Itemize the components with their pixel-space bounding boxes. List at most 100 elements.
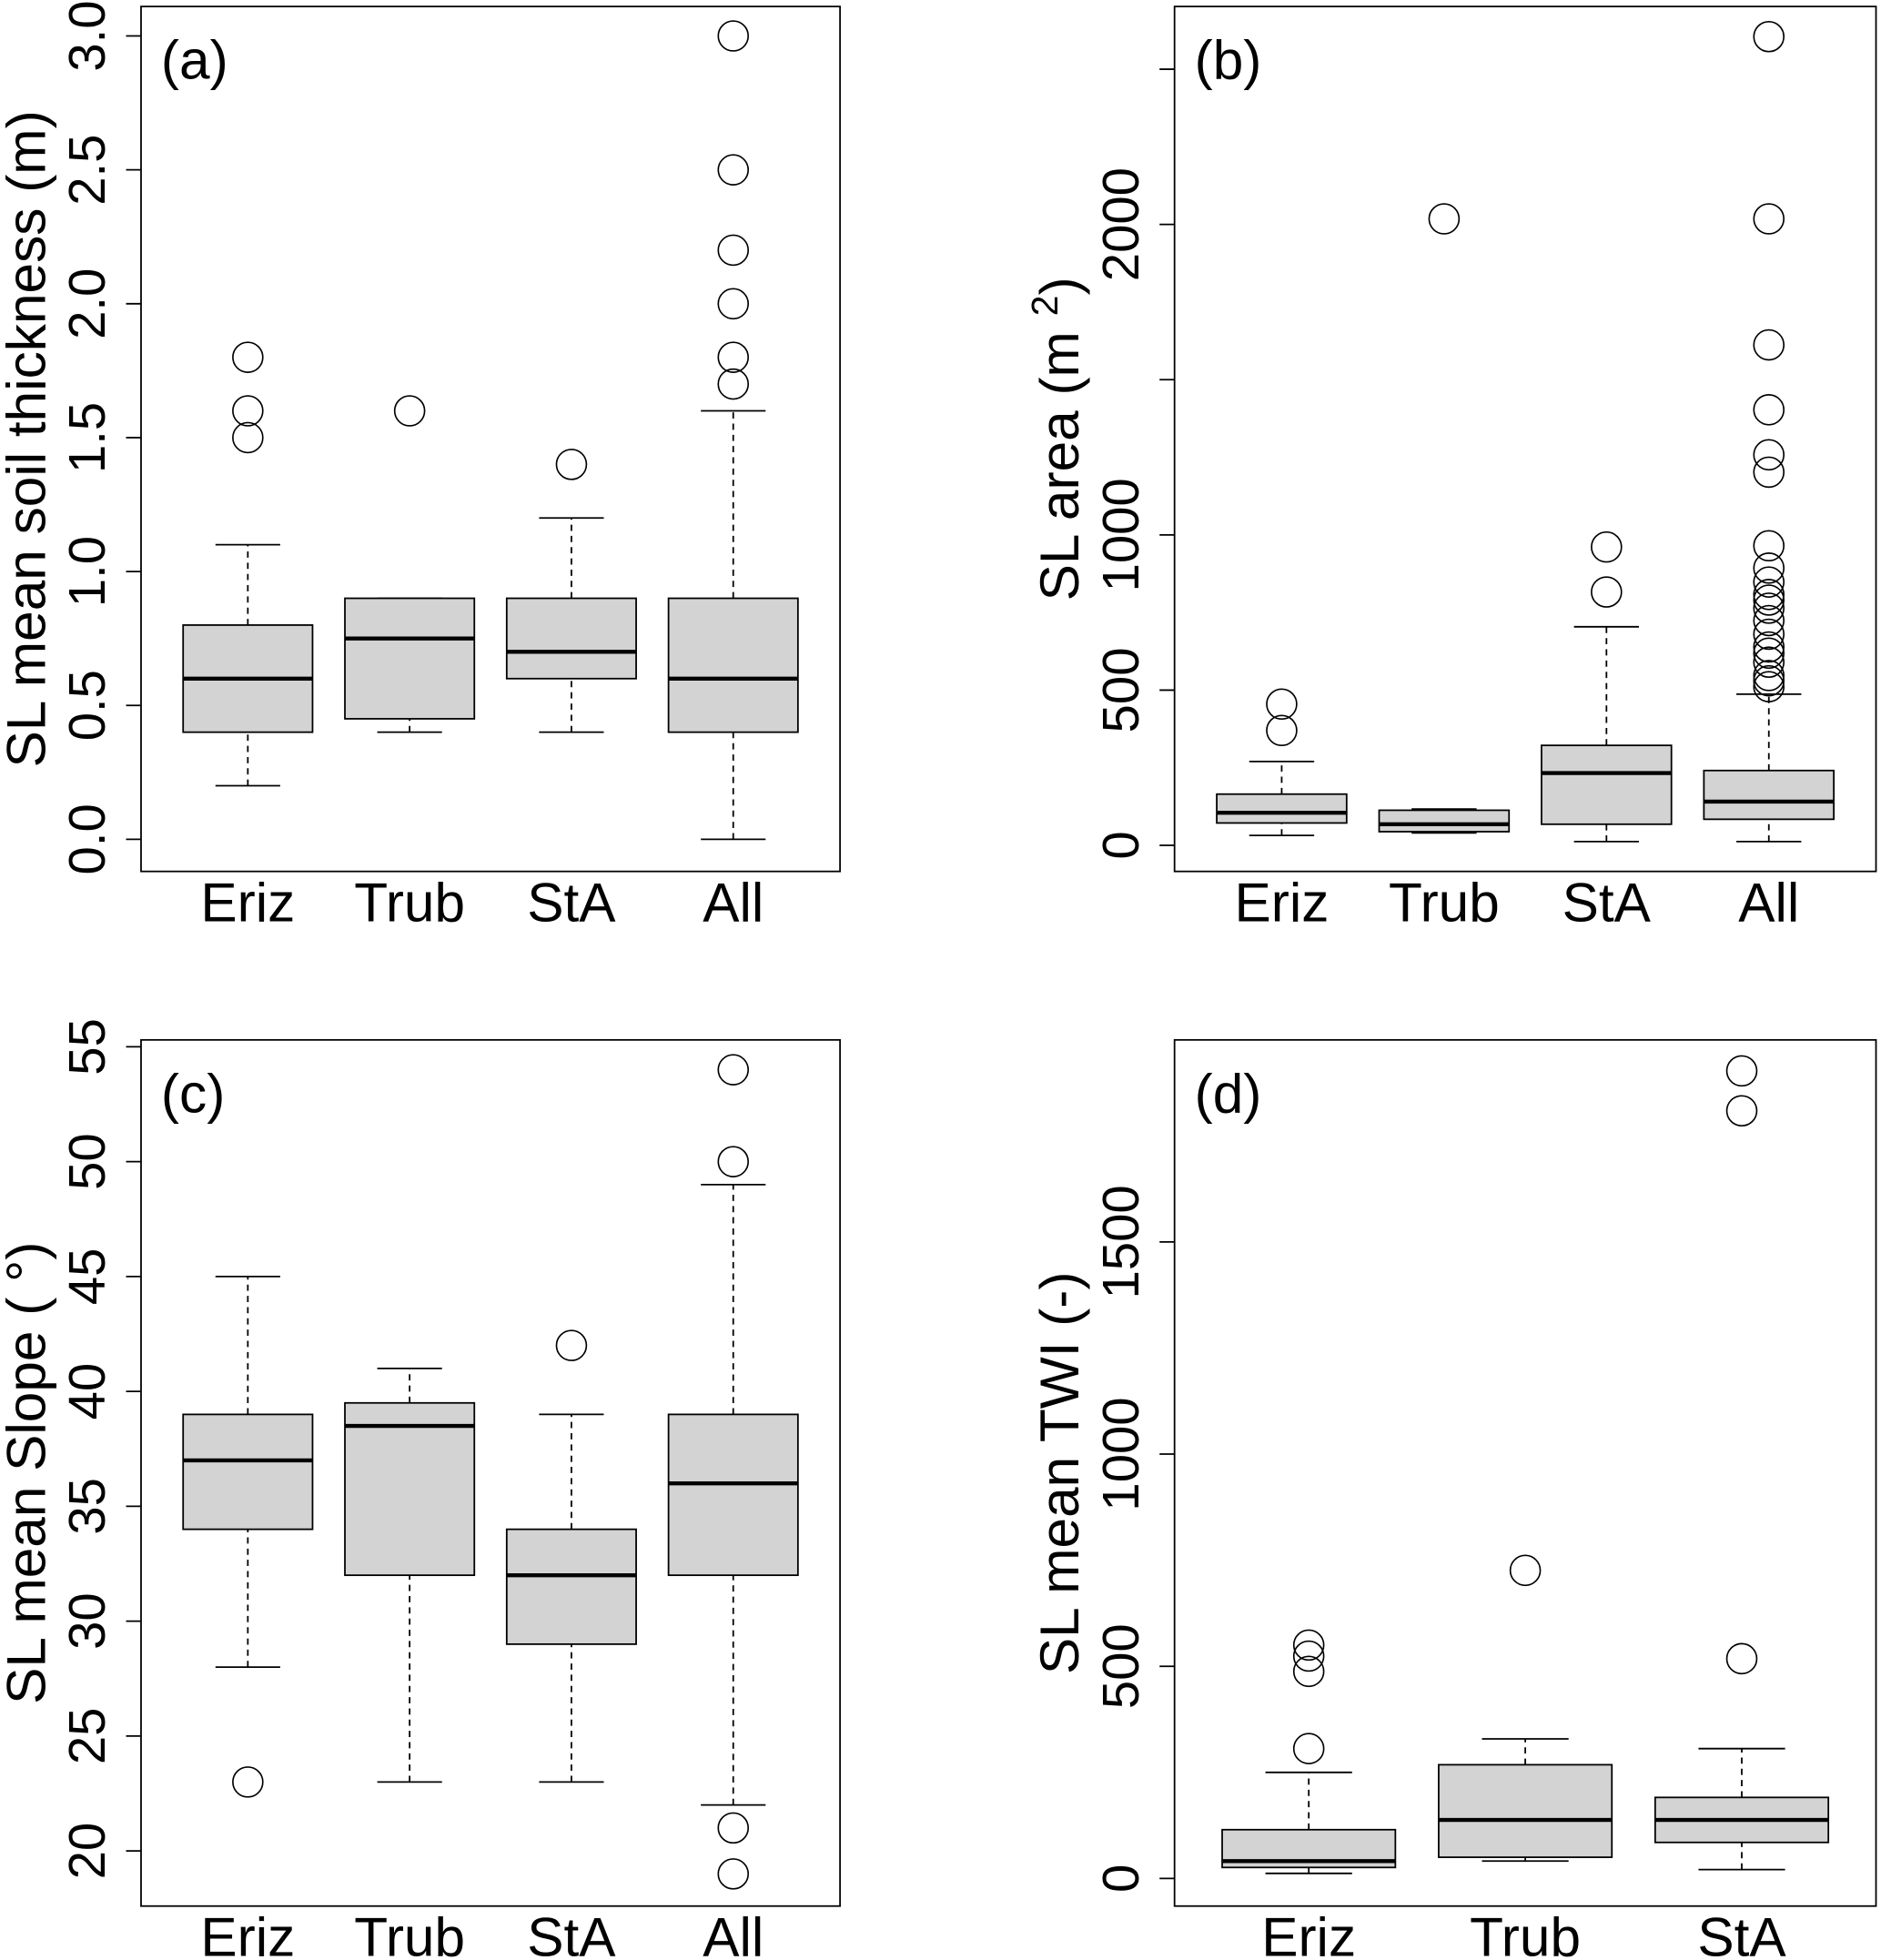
y-tick-label: 0.5 [58,670,116,741]
outlier-point [1753,566,1785,598]
outlier-point [717,1054,750,1086]
y-tick-label: 500 [1092,1623,1149,1709]
y-axis-label-part: SL mean soil thickness (m) [0,110,56,767]
outlier-point [717,20,750,52]
box-sta [505,1329,637,1783]
outlier-point [1753,20,1785,53]
x-category-label: StA [527,1906,616,1960]
y-tick-label: 0 [1092,831,1149,859]
outlier-point [232,341,264,373]
y-tick-label: 55 [58,1018,116,1076]
y-axis-label-part: 2 [1024,296,1066,317]
y-axis-label: SL mean Slope ( °) [0,1242,56,1704]
plot-frame [140,5,841,873]
y-tick-label: 0.0 [58,803,116,874]
outlier-point [1753,203,1785,235]
outlier-point [1753,530,1785,562]
iqr-box [344,1401,476,1577]
outlier-point [717,1858,750,1890]
x-category-label: Eriz [200,1906,295,1960]
x-category-label: Trub [354,1906,465,1960]
y-axis-label-part: SL mean Slope ( °) [0,1242,56,1704]
outlier-point [1725,1055,1758,1087]
outlier-point [1725,1095,1758,1127]
outlier-point [1292,1733,1325,1764]
x-category-label: All [703,1906,764,1960]
plot-frame [1173,1038,1877,1907]
outlier-point [717,1812,750,1844]
outlier-point [1753,671,1785,702]
outlier-point [1292,1629,1325,1662]
outlier-point [1292,1640,1325,1672]
outlier-point [717,234,750,267]
outlier-point [717,288,750,320]
y-tick-label: 0 [1092,1864,1149,1893]
outlier-point [1591,576,1623,608]
iqr-box [505,1528,637,1645]
y-axis-label: SL mean soil thickness (m) [0,110,56,767]
outlier-point [1591,530,1623,563]
x-category-label: Eriz [1261,1906,1356,1960]
y-tick-label: 2.5 [58,135,116,206]
y-tick-label: 1500 [1092,1185,1149,1298]
y-tick-label: 1.5 [58,402,116,473]
y-tick-label: 25 [58,1708,116,1765]
iqr-box [1541,744,1673,825]
outlier-point [232,395,264,427]
box-all [667,20,799,841]
iqr-box [1378,809,1511,833]
y-axis-label-part: SL mean TWI (-) [1028,1271,1090,1674]
panel-label: (b) [1195,29,1262,91]
y-tick-label: 2000 [1092,167,1149,281]
outlier-point [1753,328,1785,361]
box-eriz [1216,688,1348,836]
box-sta [505,449,637,733]
outlier-point [1509,1554,1542,1587]
y-tick-label: 500 [1092,648,1149,733]
outlier-point [1753,637,1785,670]
iqr-box [1216,793,1348,824]
outlier-point [1753,592,1785,624]
x-category-label: Trub [1470,1906,1581,1960]
iqr-box [667,597,799,733]
y-axis-label-part: ) [1028,277,1090,295]
panel-a: 0.0 0.5 1.0 1.5 2.0 2.5 3.0SL mean soil thickn… [0,0,841,934]
outlier-point [1753,646,1785,678]
box-eriz [182,1276,314,1798]
outlier-point [717,154,750,186]
y-tick-label: 1000 [1092,478,1149,591]
x-category-label: Trub [354,872,465,934]
outlier-point [1753,584,1785,616]
y-axis-label-part: SL area (m [1028,316,1090,601]
iqr-box [1438,1763,1613,1858]
y-tick-label: 20 [58,1823,116,1880]
outlier-point [717,341,750,373]
x-category-label: All [1738,872,1799,934]
x-category-label: Eriz [200,872,295,934]
outlier-point [1753,456,1785,489]
y-tick-label: 35 [58,1478,116,1535]
box-eriz [1221,1629,1397,1874]
x-category-label: StA [1697,1906,1786,1960]
outlier-point [1266,688,1298,721]
outlier-point [1753,631,1785,663]
outlier-point [232,421,264,454]
y-tick-label: 1000 [1092,1397,1149,1510]
x-category-label: StA [527,872,616,934]
panel-label: (a) [161,29,228,91]
outlier-point [555,1329,588,1361]
outlier-point [555,449,588,480]
box-sta [1653,1055,1830,1871]
x-category-label: StA [1562,872,1652,934]
box-sta [1541,530,1673,843]
y-axis-label: SL area (m 2) [1024,277,1090,601]
panel-label: (d) [1195,1062,1262,1124]
outlier-point [1753,552,1785,584]
iqr-box [344,597,476,720]
box-all [1703,20,1835,843]
outlier-point [1725,1642,1758,1675]
outlier-point [393,395,426,427]
